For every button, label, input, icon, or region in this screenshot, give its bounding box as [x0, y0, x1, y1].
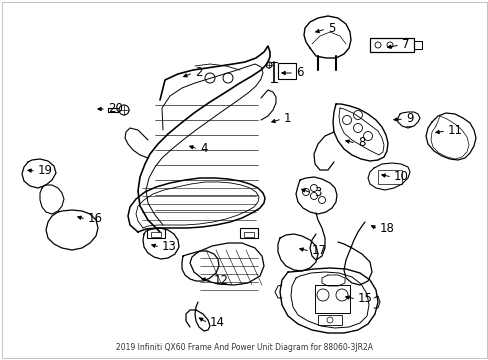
Text: 2019 Infiniti QX60 Frame And Power Unit Diagram for 88060-3JR2A: 2019 Infiniti QX60 Frame And Power Unit …	[116, 343, 372, 352]
Text: 20: 20	[108, 102, 122, 114]
Bar	[240, 228, 258, 238]
Text: 3: 3	[313, 185, 321, 198]
Text: 1: 1	[284, 112, 291, 125]
Text: 18: 18	[379, 221, 394, 234]
Bar	[151, 232, 161, 237]
Bar	[278, 63, 295, 79]
Bar	[317, 315, 341, 325]
Text: 5: 5	[327, 22, 335, 35]
Text: 2: 2	[195, 66, 202, 78]
Text: 15: 15	[357, 292, 372, 305]
Text: 14: 14	[209, 315, 224, 328]
Text: 6: 6	[295, 66, 303, 78]
Text: 4: 4	[200, 141, 207, 154]
Bar	[314, 285, 349, 313]
Bar	[244, 232, 253, 237]
Text: 7: 7	[401, 37, 408, 50]
Text: 17: 17	[311, 243, 326, 256]
Text: 9: 9	[405, 112, 413, 125]
Bar	[369, 38, 413, 52]
Text: 13: 13	[162, 239, 177, 252]
Text: 16: 16	[88, 211, 103, 225]
Bar	[377, 170, 401, 184]
Text: 12: 12	[214, 274, 228, 287]
Text: 19: 19	[38, 163, 53, 176]
Bar	[147, 228, 164, 238]
Text: 10: 10	[393, 170, 408, 183]
Text: 8: 8	[357, 135, 365, 148]
Text: 11: 11	[447, 123, 462, 136]
